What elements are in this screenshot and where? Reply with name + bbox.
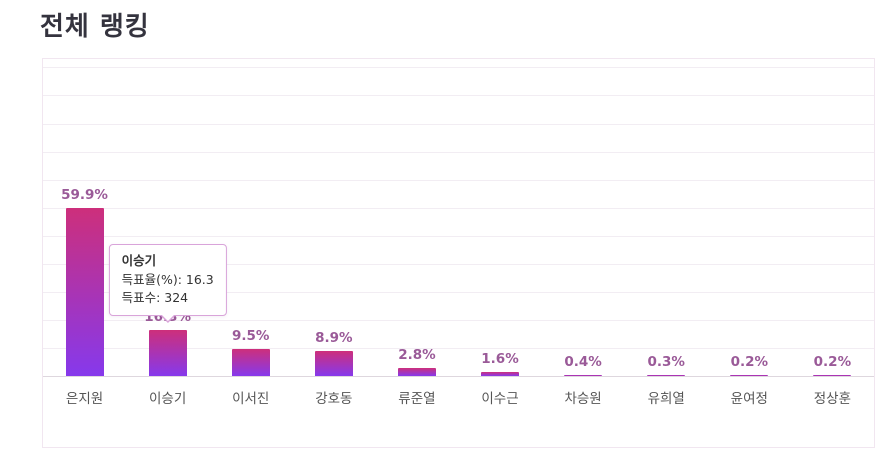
bar[interactable] (481, 372, 520, 376)
bar-column: 59.9% (43, 59, 126, 376)
bar-value-label: 2.8% (398, 347, 436, 363)
tooltip-vote-count: 득표수: 324 (121, 290, 189, 306)
bar-value-label: 0.3% (647, 354, 685, 370)
bar-column: 0.2% (708, 59, 791, 376)
gridline (43, 208, 874, 209)
gridline (43, 292, 874, 293)
chart-tooltip: 이승기 득표율(%): 16.3 득표수: 324 (108, 243, 227, 324)
bar[interactable] (730, 375, 769, 376)
bar-value-label: 0.2% (813, 354, 852, 370)
category-label: 강호동 (315, 391, 353, 407)
gridline (43, 320, 874, 321)
bar-value-label: 59.9% (61, 187, 108, 203)
tooltip-vote-rate: 득표율(%): 16.3 (121, 272, 214, 288)
bar[interactable] (314, 351, 353, 376)
bar-column: 1.6% (458, 59, 541, 376)
bar-column: 0.4% (542, 59, 625, 376)
gridline (43, 95, 874, 96)
category-label: 이서진 (232, 391, 270, 407)
gridline (43, 348, 874, 349)
bar-column: 16.3% (126, 59, 209, 376)
bar-column: 0.2% (791, 59, 874, 376)
bar-value-label: 9.5% (232, 328, 270, 344)
bar[interactable] (397, 368, 436, 376)
category-label: 유희열 (647, 391, 685, 407)
gridline (43, 180, 874, 181)
bar[interactable] (231, 349, 270, 376)
x-axis-line (43, 376, 874, 377)
tooltip-name: 이승기 (121, 252, 157, 268)
ranking-bar-chart: 59.9% 16.3% 9.5% 8.9% 2.8% 1.6% 0.4% 0.3% 0.2% 0.… (42, 58, 875, 448)
bar[interactable] (813, 375, 852, 376)
bar[interactable] (65, 208, 104, 376)
gridline (43, 67, 874, 68)
bar-value-label: 0.4% (564, 354, 602, 370)
bars-layer: 59.9% 16.3% 9.5% 8.9% 2.8% 1.6% 0.4% 0.3% 0.2% 0.… (43, 59, 874, 376)
bar[interactable] (148, 330, 187, 376)
bar-value-label: 0.2% (730, 354, 769, 370)
gridline (43, 152, 874, 153)
category-label: 이수근 (481, 391, 519, 407)
gridline (43, 264, 874, 265)
bar[interactable] (647, 375, 686, 376)
category-label: 윤여정 (730, 391, 768, 407)
category-label: 은지원 (65, 391, 104, 407)
bar[interactable] (564, 375, 603, 376)
gridline (43, 124, 874, 125)
page-title: 전체 랭킹 (40, 12, 150, 42)
category-label: 류준열 (398, 391, 436, 407)
bar-column: 8.9% (292, 59, 375, 376)
bar-column: 0.3% (625, 59, 708, 376)
bar-column: 2.8% (375, 59, 458, 376)
category-label: 차승원 (564, 391, 602, 407)
bar-value-label: 8.9% (315, 330, 353, 346)
category-label: 정상훈 (813, 391, 852, 407)
gridline (43, 236, 874, 237)
category-label: 이승기 (149, 391, 187, 407)
category-labels-row: 은지원 이승기 이서진 강호동 류준열 이수근 차승원 유희열 윤여정 정상훈 (43, 387, 874, 407)
bar-value-label: 1.6% (481, 351, 519, 367)
bar-column: 9.5% (209, 59, 292, 376)
